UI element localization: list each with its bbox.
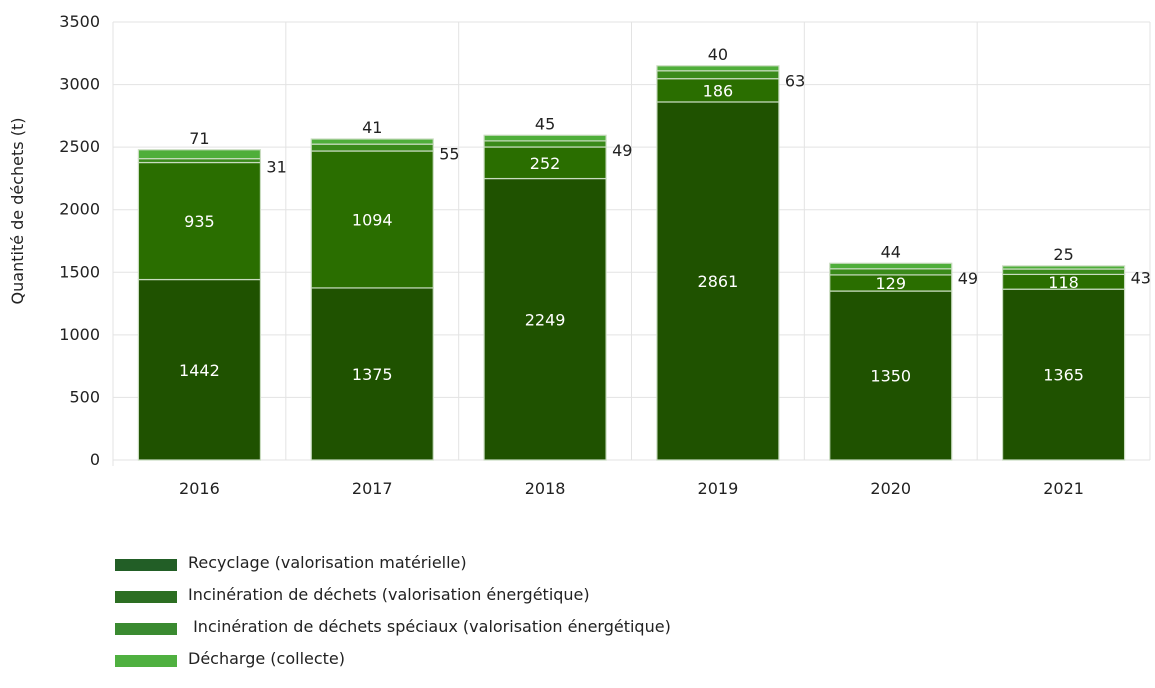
legend-swatch xyxy=(115,623,177,635)
data-label: 252 xyxy=(530,154,561,173)
bar-segment xyxy=(483,177,607,461)
bar-segment xyxy=(829,262,953,270)
data-label: 31 xyxy=(266,158,286,177)
legend-swatch xyxy=(115,655,177,667)
bar-segment xyxy=(310,143,434,152)
bar-segment xyxy=(483,146,607,180)
bar-segment xyxy=(137,161,262,281)
data-label: 43 xyxy=(1131,269,1151,288)
bars xyxy=(137,65,1126,461)
legend-label: Décharge (collecte) xyxy=(188,649,346,668)
data-label: 41 xyxy=(362,118,382,137)
x-tick-label: 2019 xyxy=(698,479,739,498)
y-tick-label: 2000 xyxy=(59,200,100,219)
x-tick-label: 2018 xyxy=(525,479,566,498)
data-label: 44 xyxy=(881,242,901,261)
data-label: 935 xyxy=(184,212,215,231)
data-label: 63 xyxy=(785,72,805,91)
data-label: 1442 xyxy=(179,361,220,380)
data-label: 71 xyxy=(189,129,209,148)
bar-segment xyxy=(656,70,780,80)
y-tick-label: 3500 xyxy=(59,12,100,31)
y-axis-title: Quantité de déchets (t) xyxy=(8,118,27,305)
bar-segment xyxy=(829,290,953,461)
x-tick-label: 2021 xyxy=(1043,479,1084,498)
x-axis: 2016 2017 2018 2019 2020 2021 xyxy=(179,479,1084,498)
bar-segment xyxy=(1001,288,1126,461)
x-tick-label: 2017 xyxy=(352,479,393,498)
y-tick-label: 1500 xyxy=(59,262,100,281)
x-tick-label: 2016 xyxy=(179,479,220,498)
legend-swatch xyxy=(115,559,177,571)
grid xyxy=(112,21,1151,466)
bar-segment xyxy=(1001,265,1126,270)
bar-segment xyxy=(137,149,262,160)
data-label: 49 xyxy=(958,269,978,288)
data-label: 49 xyxy=(612,141,632,160)
data-label: 55 xyxy=(439,145,459,164)
legend-swatch xyxy=(115,591,177,603)
y-tick-label: 3000 xyxy=(59,75,100,94)
data-label: 40 xyxy=(708,45,728,64)
bar-segment xyxy=(483,134,607,142)
bar-segment xyxy=(656,101,780,461)
bar-segment xyxy=(137,278,262,461)
legend-label: Recyclage (valorisation matérielle) xyxy=(188,553,467,572)
y-tick-label: 1000 xyxy=(59,325,100,344)
data-label: 1365 xyxy=(1043,366,1084,385)
data-label: 2861 xyxy=(698,272,739,291)
y-tick-label: 500 xyxy=(69,387,100,406)
bar-segment xyxy=(483,140,607,148)
data-label: 1094 xyxy=(352,210,393,229)
y-axis: 0 500 1000 1500 2000 2500 3000 3500 xyxy=(59,12,100,469)
data-label: 118 xyxy=(1048,273,1079,292)
data-label: 2249 xyxy=(525,310,566,329)
data-labels: 1442 935 31 71 1375 1094 55 41 2249 252 49 45 2861 18… xyxy=(179,45,1151,386)
data-label: 186 xyxy=(703,81,734,100)
data-label: 25 xyxy=(1053,245,1073,264)
y-tick-label: 2500 xyxy=(59,137,100,156)
data-label: 1350 xyxy=(870,367,911,386)
data-label: 45 xyxy=(535,114,555,133)
bar-segment xyxy=(310,150,434,289)
bar-segment xyxy=(310,138,434,145)
data-label: 1375 xyxy=(352,365,393,384)
x-tick-label: 2020 xyxy=(870,479,911,498)
data-label: 129 xyxy=(875,274,906,293)
legend-label: Incinération de déchets spéciaux (valori… xyxy=(188,617,671,636)
legend-label: Incinération de déchets (valorisation én… xyxy=(188,585,590,604)
y-tick-label: 0 xyxy=(90,450,100,469)
bar-segment xyxy=(656,65,780,72)
bar-segment xyxy=(310,287,434,461)
